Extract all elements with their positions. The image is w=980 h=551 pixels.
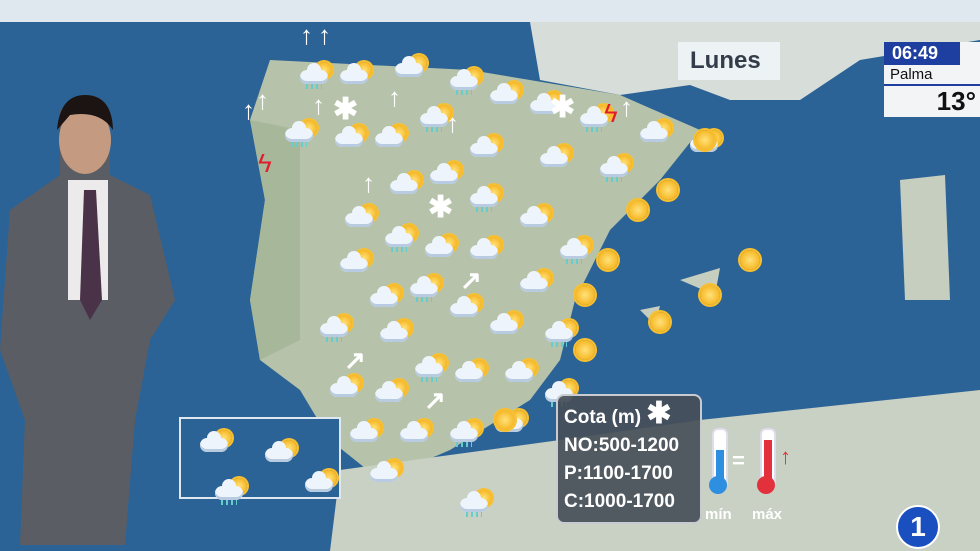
wind-arrow-icon: ↑	[446, 108, 459, 138]
wind-arrow-icon: ↑	[256, 85, 269, 115]
thermometer-min-icon	[709, 428, 728, 494]
lightning-icon: ϟ	[258, 148, 272, 178]
cloud-sun-rain-icon	[340, 250, 374, 276]
cloud-sun-rain-icon	[460, 490, 494, 517]
snow-level-row: P:1100-1700	[564, 463, 673, 484]
cloud-sun-rain-icon	[385, 225, 419, 252]
cloud-sun-rain-icon	[420, 105, 454, 132]
cloud-sun-rain-icon	[285, 120, 319, 147]
cloud-sun-rain-icon	[340, 62, 374, 88]
cloud-sun-rain-icon	[215, 478, 249, 505]
cloud-sun-rain-icon	[600, 155, 634, 182]
clock-city: Palma	[884, 65, 980, 86]
sun-icon	[575, 340, 595, 360]
cloud-sun-rain-icon	[350, 420, 384, 446]
cloud-sun-rain-icon	[370, 460, 404, 486]
cloud-sun-rain-icon	[390, 172, 424, 198]
clock-temperature: 13°	[936, 86, 976, 116]
cloud-sun-rain-icon	[370, 285, 404, 311]
cloud-sun-rain-icon	[560, 237, 594, 264]
wind-arrow-icon: ↑	[318, 20, 331, 50]
cloud-sun-rain-icon	[455, 360, 489, 386]
cloud-sun-rain-icon	[490, 312, 524, 338]
sun-icon	[740, 250, 760, 270]
cloud-sun-rain-icon	[345, 205, 379, 231]
day-label: Lunes	[678, 42, 780, 80]
snow-level-box: Cota (m) ✱ NO:500-1200 P:1100-1700 C:100…	[556, 394, 702, 524]
cloud-sun-rain-icon	[330, 375, 364, 401]
cloud-sun-rain-icon	[470, 185, 504, 212]
cloud-sun-rain-icon	[580, 105, 614, 132]
legend-max-label: máx	[752, 506, 783, 523]
wind-arrow-icon: ↑	[242, 95, 255, 125]
sun-icon	[575, 285, 595, 305]
wind-arrow-icon: ↑	[620, 92, 633, 122]
wind-arrow-icon: ↗	[460, 265, 482, 295]
cloud-sun-rain-icon	[410, 275, 444, 302]
wind-arrow-icon: ↗	[344, 345, 366, 375]
clock-widget: 06:49 Palma 13°	[884, 42, 980, 117]
cloud-sun-rain-icon	[425, 235, 459, 261]
cloud-sun-rain-icon	[380, 320, 414, 346]
cloud-sun-rain-icon	[530, 92, 564, 118]
wind-arrow-icon: ↗	[424, 385, 446, 415]
channel-logo: 1	[896, 505, 940, 549]
land-balearic	[640, 268, 720, 325]
snow-level-row: NO:500-1200	[564, 435, 680, 456]
cloud-sun-rain-icon	[200, 430, 234, 456]
land-portugal	[250, 120, 300, 360]
cloud-sun-rain-icon	[430, 162, 464, 188]
cloud-sun-rain-icon	[400, 420, 434, 446]
cloud-sun-rain-icon	[305, 470, 339, 496]
cloud-sun-rain-icon	[545, 320, 579, 347]
cloud-sun-rain-icon	[540, 145, 574, 171]
cloud-sun-rain-icon	[450, 420, 484, 447]
cloud-sun-rain-icon	[320, 315, 354, 342]
cloud-sun-rain-icon	[505, 360, 539, 386]
sun-icon	[658, 180, 678, 200]
cloud-sun-rain-icon	[520, 270, 554, 296]
presenter	[0, 95, 175, 545]
cloud-sun-rain-icon	[450, 68, 484, 95]
cloud-sun-rain-icon	[300, 62, 334, 89]
cloud-sun-rain-icon	[450, 295, 484, 321]
cloud-sun-rain-icon	[335, 125, 369, 151]
cloud-sun-rain-icon	[490, 82, 524, 108]
legend-min-label: mín	[705, 506, 732, 523]
arrow-up-icon: ↑	[780, 444, 791, 469]
cloud-sun-rain-icon	[375, 125, 409, 151]
snowflake-icon: ✱	[646, 397, 672, 430]
sun-icon	[700, 285, 720, 305]
land-sardinia	[900, 175, 950, 300]
cloud-sun-rain-icon	[375, 380, 409, 406]
thermometer-max-icon	[757, 428, 776, 494]
wind-arrow-icon: ↑	[312, 90, 325, 120]
sun-icon	[495, 410, 515, 430]
snowflake-icon: ✱	[333, 93, 359, 126]
cloud-sun-rain-icon	[640, 120, 674, 146]
snowflake-icon: ✱	[428, 191, 454, 224]
wind-arrow-icon: ↑	[388, 82, 401, 112]
cloud-sun-rain-icon	[520, 205, 554, 231]
land-iberia	[250, 60, 700, 480]
equals-icon: =	[732, 448, 745, 473]
cloud-sun-rain-icon	[470, 237, 504, 263]
snow-level-title: Cota (m)	[564, 407, 642, 428]
cloud-sun-rain-icon	[470, 135, 504, 161]
snowflake-icon: ✱	[550, 91, 576, 124]
cloud-sun-rain-icon	[265, 440, 299, 466]
cloud-sun-rain-icon	[395, 55, 429, 81]
snow-level-row: C:1000-1700	[564, 491, 675, 512]
clock-time: 06:49	[884, 42, 960, 65]
sun-icon	[695, 130, 715, 150]
sun-icon	[628, 200, 648, 220]
wind-arrow-icon: ↑	[300, 20, 313, 50]
cloud-sun-rain-icon	[415, 355, 449, 382]
wind-arrow-icon: ↑	[362, 168, 375, 198]
lightning-icon: ϟ	[604, 98, 618, 128]
sun-icon	[650, 312, 670, 332]
sun-icon	[598, 250, 618, 270]
